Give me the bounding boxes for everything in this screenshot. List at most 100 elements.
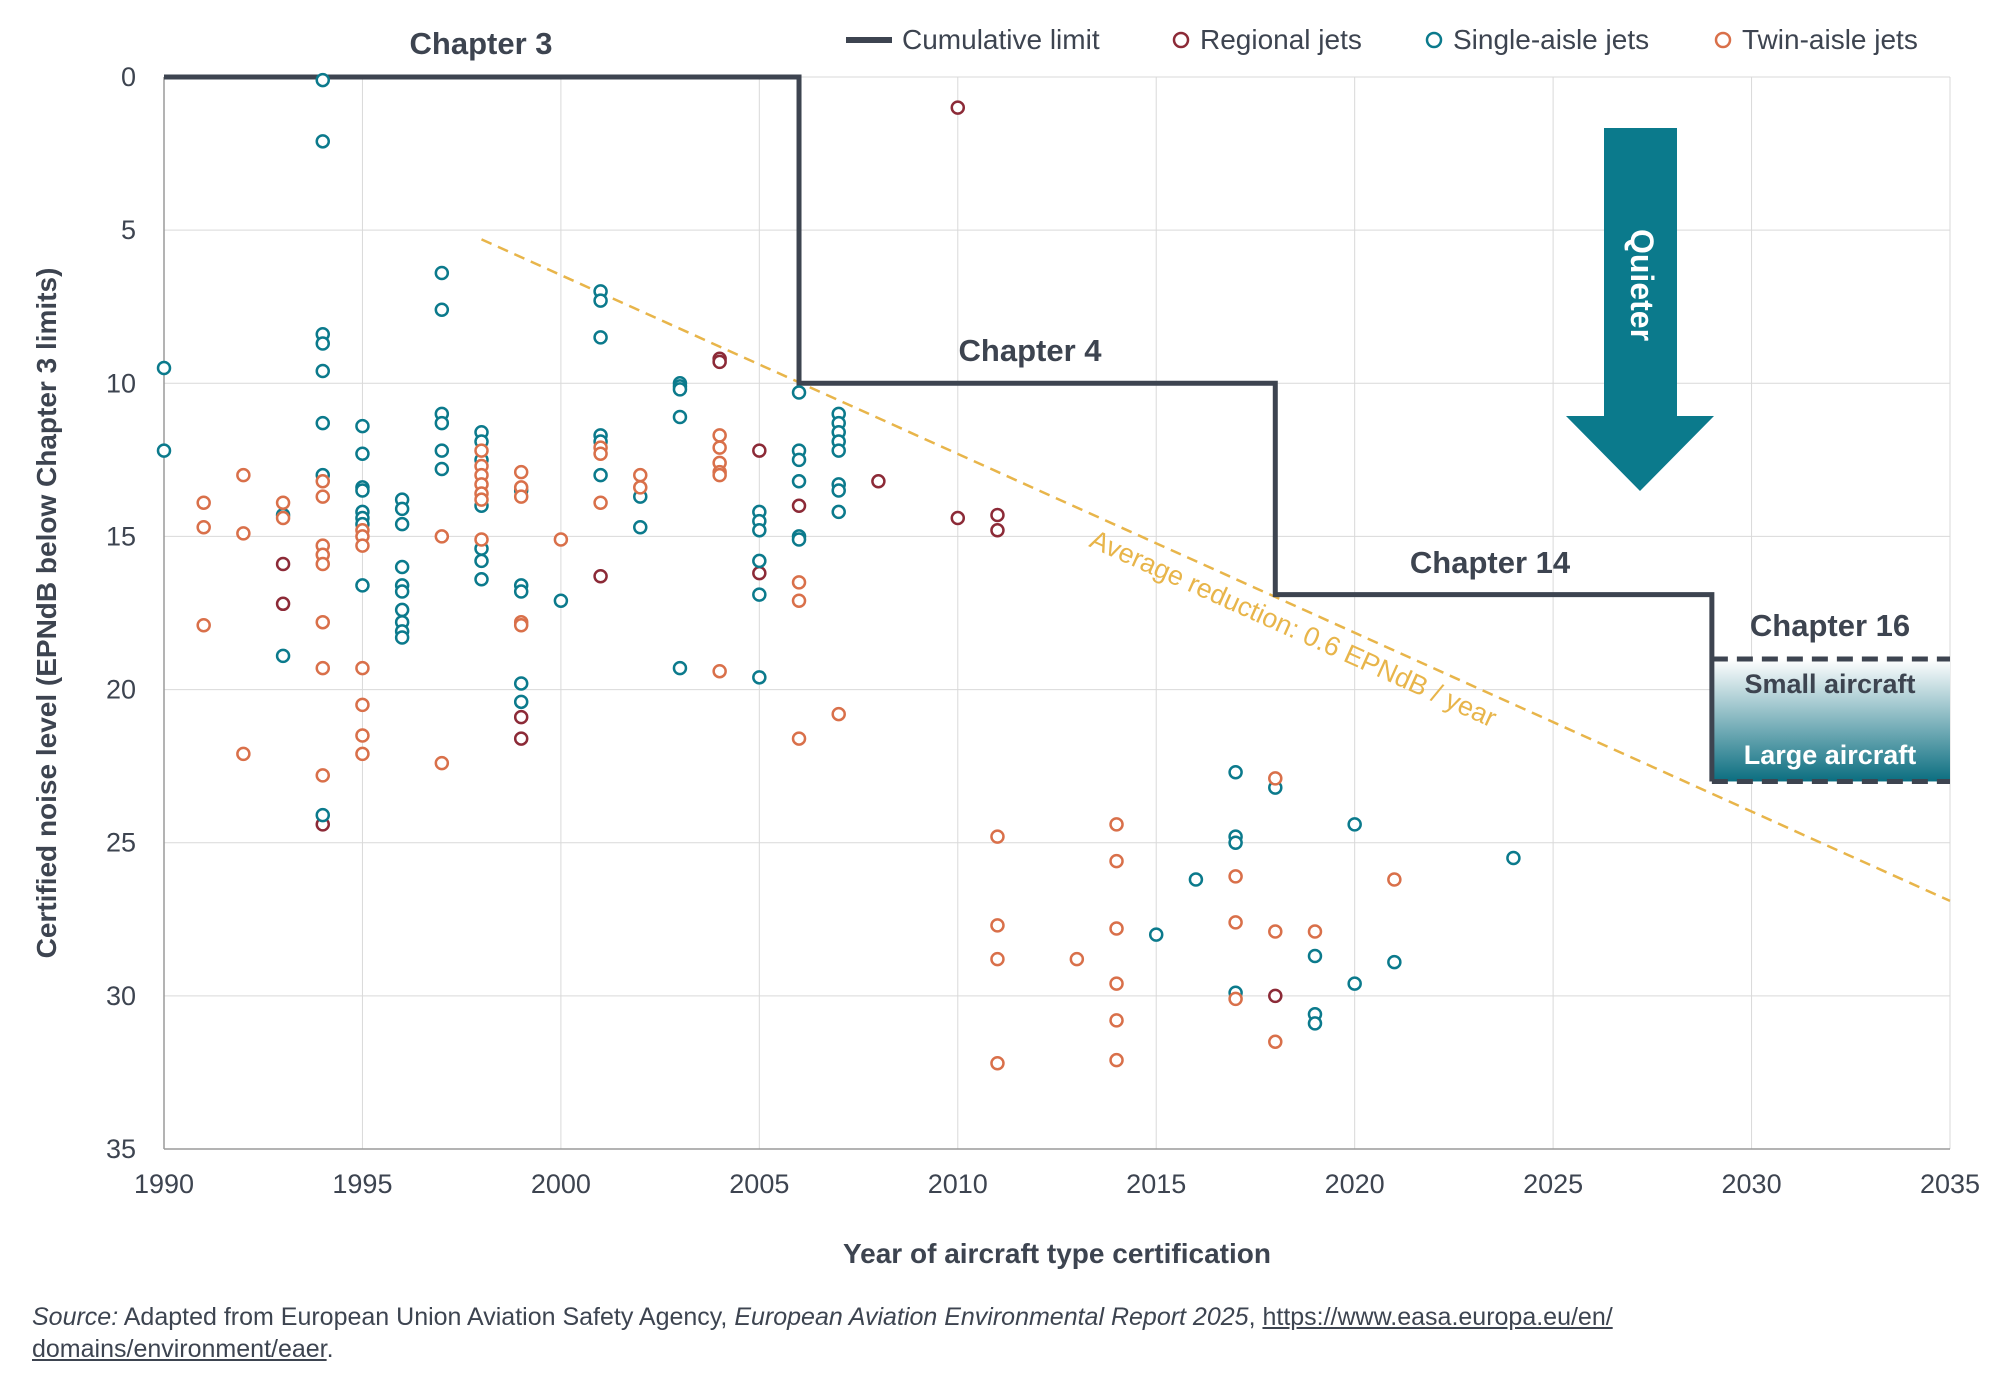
chapter16-band [1711,656,1950,784]
source-text: Adapted from European Union Aviation Saf… [118,1303,735,1331]
twin-jet-point [355,746,370,762]
single-jet-point [672,382,688,397]
twin-jet-point [1307,924,1323,939]
legend-single-label: Single-aisle jets [1453,24,1649,55]
regional-jet-point [791,498,807,514]
y-tick-label: 20 [106,675,136,705]
quieter-label: Quieter [1624,229,1660,341]
twin-jet-point [1109,1052,1124,1068]
twin-jet-point [236,746,251,762]
x-tick-label: 2000 [531,1169,591,1199]
regional-jet-point [593,568,608,584]
y-tick-label: 35 [106,1134,136,1164]
trend-line: Average reduction: 0.6 EPNdB / year [480,238,1951,903]
twin-jet-point [990,1055,1005,1071]
source-report-title: European Aviation Environmental Report 2… [734,1303,1249,1331]
legend-limit-label: Cumulative limit [902,24,1100,55]
single-jet-point [434,461,450,477]
cumulative-limit-line [164,74,1715,782]
twin-jet-point [791,575,807,590]
single-jet-point [315,134,331,149]
twin-jet-point [1228,869,1243,884]
single-jet-point [791,532,807,547]
twin-jet-point [275,510,291,526]
single-jet-point [553,593,569,608]
twin-jet-point [593,446,608,461]
chart-annotations: Chapter 3 Chapter 4 Chapter 14 Chapter 16 Sm… [410,26,1917,770]
single-jet-point [513,584,529,599]
single-jet-point [394,516,410,532]
single-jet-point [275,648,291,664]
twin-jet-point [990,829,1005,844]
single-jet-point [355,578,370,593]
single-jet-point [513,676,529,691]
single-jet-point [1228,835,1243,850]
single-jet-point [752,670,767,685]
grid-lines [163,76,1951,1150]
regional-jet-point [275,556,291,572]
quieter-arrow-icon [1566,128,1714,491]
twin-jet-point [553,532,569,547]
twin-jet-point [1109,853,1124,869]
single-jet-point [394,584,410,599]
single-jet-point [434,443,450,458]
legend-twin-swatch [1714,31,1732,49]
source-link-part1[interactable]: https://www.easa.europa.eu/en/ [1262,1303,1613,1331]
twin-jet-point [1268,924,1283,939]
single-jet-point [1307,1016,1323,1031]
twin-jet-point [355,728,370,743]
single-jet-point [434,265,450,281]
source-note: Source: Adapted from European Union Avia… [32,1301,1972,1365]
single-jet-point [156,443,172,458]
single-jet-point [355,418,370,434]
legend-regional-swatch [1172,31,1190,49]
twin-jet-point [196,519,211,535]
single-jet-point [1347,976,1362,991]
twin-jet-point [712,440,727,455]
twin-jet-point [196,618,211,633]
twin-jet-point [474,443,489,458]
legend-regional-label: Regional jets [1200,24,1362,55]
single-jet-point [394,602,410,618]
cumulative-limit-step-line [164,74,1715,782]
twin-jet-point [434,529,450,544]
twin-jet-point [355,697,370,713]
single-jet-point [633,519,648,535]
twin-jet-point [196,495,211,510]
twin-jet-point [474,532,489,547]
x-axis-title: Year of aircraft type certification [843,1238,1271,1269]
single-jet-point [315,363,331,379]
axes: 1990 1995 2000 2005 2010 2015 2020 2025 2030 2035… [31,62,1980,1269]
twin-jet-point [1387,872,1402,887]
y-axis-title: Certified noise level (EPNdB below Chapt… [31,268,62,959]
single-jet-point [831,483,846,498]
twin-jet-point [355,538,370,553]
data-points [156,72,1521,1071]
regional-jet-point [990,523,1005,538]
twin-jet-point [1109,921,1124,936]
y-tick-label: 25 [106,828,136,858]
single-jet-point [1506,850,1521,866]
twin-jet-point [315,660,331,676]
single-jet-point [672,660,688,676]
legend: Cumulative limit Regional jets Single-aisl… [846,24,1918,55]
regional-jet-point [752,565,767,581]
single-jet-point [474,572,489,587]
twin-jet-point [712,428,727,443]
x-tick-label: 2035 [1920,1169,1980,1199]
single-jet-point [593,293,608,308]
source-comma: , [1248,1303,1263,1331]
twin-jet-point [831,706,846,722]
single-jet-point [593,467,608,483]
twin-jet-point [1268,771,1283,786]
single-jet-point [1188,872,1204,887]
regional-jet-point [950,100,966,115]
regional-jet-point [990,507,1005,523]
chapter4-label: Chapter 4 [959,333,1103,368]
source-link-part2[interactable]: domains/environment/eaer [32,1335,327,1363]
single-jet-point [831,504,846,520]
single-jet-point [1228,765,1243,780]
twin-jet-point [990,951,1005,967]
y-tick-label: 5 [121,215,136,245]
